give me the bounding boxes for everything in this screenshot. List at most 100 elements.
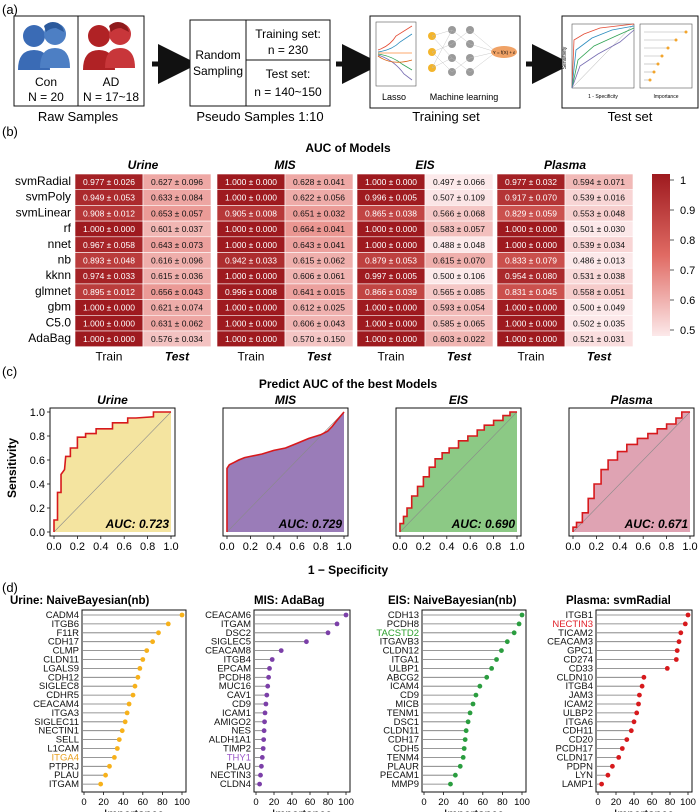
importance-feature-label: ITGB6 [52, 619, 79, 630]
heatmap-cell-value: 1.000 ± 0.000 [365, 303, 417, 313]
heatmap-legend: 1 0.9 0.8 0.7 0.6 0.5 [652, 174, 695, 337]
importance-point [457, 763, 463, 769]
importance-point [637, 692, 642, 698]
importance-point [641, 674, 647, 680]
importance-feature-label: CLDN10 [557, 672, 593, 683]
importance-point [610, 763, 615, 769]
importance-xtick-label: 0 [253, 797, 258, 808]
roc-xtick-label: 0.8 [486, 541, 501, 553]
heatmap-cell-value: 0.593 ± 0.054 [433, 303, 485, 313]
heatmap-cell-value: 1.000 ± 0.000 [225, 334, 277, 344]
importance-xlabel: Importance [614, 807, 674, 812]
roc-ylabel: Sensitivity [5, 438, 19, 498]
roc-curve [399, 411, 517, 532]
importance-xtick-label: 20 [269, 797, 280, 808]
lasso-plot-icon [375, 21, 417, 87]
heatmap-title: AUC of Models [305, 141, 391, 155]
heatmap-cell-value: 0.566 ± 0.068 [433, 208, 485, 218]
roc-xtick-label: 0.0 [46, 541, 61, 553]
legend-tick-label: 0.7 [680, 265, 695, 277]
roc-xtick-label: 0.8 [313, 541, 328, 553]
heatmap-cell-value: 0.895 ± 0.012 [83, 287, 135, 297]
roc-xtick-label: 0.0 [219, 541, 234, 553]
heatmap-cell-value: 0.967 ± 0.058 [83, 240, 135, 250]
legend-tick-label: 1 [680, 175, 686, 187]
importance-xtick-label: 80 [157, 797, 168, 808]
importance-feature-label: PCDH8 [219, 672, 251, 683]
importance-feature-label: CLMP [53, 646, 79, 657]
importance-xtick-label: 60 [478, 797, 489, 808]
roc-auc: AUC: 0.671 [624, 517, 689, 531]
train-line1: Training set: [255, 27, 321, 41]
importance-feature-label: SIGLEC8 [39, 681, 79, 692]
importance-xtick-label: 40 [118, 797, 129, 808]
importance-feature-label: ICAM2 [564, 699, 593, 710]
importance-point [261, 737, 267, 742]
importance-point [269, 657, 275, 662]
heatmap-cell-value: 0.653 ± 0.057 [151, 208, 203, 218]
heatmap-cell [142, 330, 212, 347]
heatmap-cell-value: 0.615 ± 0.070 [433, 256, 485, 266]
importance-feature-label: CEACAM3 [547, 637, 593, 648]
importance-feature-label: PLAU [54, 770, 79, 781]
heatmap-row-label: svmRadial [15, 174, 71, 188]
importance-point [494, 657, 499, 662]
heatmap-cell [564, 330, 634, 347]
roc-xtick-label: 1.0 [509, 541, 524, 553]
importance-feature-label: MUC16 [219, 681, 251, 692]
importance-feature-label: ABCG2 [387, 672, 419, 683]
heatmap-cell-value: 0.641 ± 0.015 [293, 287, 345, 297]
roc-xtick-label: 1.0 [336, 541, 351, 553]
legend-tick-label: 0.8 [680, 235, 695, 247]
heatmap-cell-value: 1.000 ± 0.000 [225, 240, 277, 250]
formula: Y = f(X) + ε [493, 50, 515, 55]
importance-plot-frame [81, 609, 187, 793]
importance-feature-label: ITGB4 [224, 655, 251, 666]
heatmap-cell [424, 330, 494, 347]
importance-point [257, 781, 262, 787]
heatmap-cell-value: 1.000 ± 0.000 [225, 193, 277, 203]
importance-point [628, 728, 634, 734]
roc-plots: Urine AUC: 0.723 0.0 0.2 0.4 0.6 0.8 1.0 0.0 0.2 0… [30, 393, 698, 553]
mini-roc-ylabel: Sensitivity [562, 46, 568, 69]
importance-point [631, 719, 637, 725]
importance-point [636, 701, 641, 707]
importance-point [258, 772, 263, 778]
heatmap-col-train: Train [518, 350, 545, 364]
heatmap-cell-value: 0.497 ± 0.066 [433, 177, 485, 187]
importance-feature-label: PECAM1 [380, 770, 419, 781]
importance-feature-label: ITGA3 [52, 708, 79, 719]
importance-xtick-label: 20 [438, 797, 449, 808]
importance-point [462, 737, 468, 742]
importance-feature-label: ITGA6 [566, 717, 593, 728]
importance-point [499, 648, 504, 653]
importance-point [179, 612, 185, 618]
importance-feature-label: SIGLEC5 [211, 637, 251, 648]
importance-feature-label: TENM4 [387, 752, 419, 763]
importance-plot-title: Urine: NaiveBayesian(nb) [10, 595, 149, 607]
con-label: Con [35, 75, 57, 89]
importance-point [265, 683, 271, 689]
importance-feature-label: F11R [56, 628, 79, 639]
roc-ytick-label: 0.8 [30, 431, 45, 443]
train-line2: n = 230 [268, 43, 309, 57]
heatmap-cell-value: 0.501 ± 0.030 [573, 224, 625, 234]
importance-feature-label: SELL [56, 735, 79, 746]
roc-xtick-label: 1.0 [682, 541, 697, 553]
heatmap-cell-value: 0.570 ± 0.150 [293, 334, 345, 344]
importance-feature-label: ICAM4 [390, 681, 419, 692]
importance-point [140, 657, 146, 662]
random-line2: Sampling [193, 64, 243, 78]
importance-point [267, 666, 272, 671]
roc-auc: AUC: 0.723 [105, 517, 170, 531]
heatmap-cell-value: 1.000 ± 0.000 [83, 334, 135, 344]
roc-title: Predict AUC of the best Models [259, 377, 438, 391]
importance-point [639, 683, 645, 689]
people-icon-con [18, 22, 70, 70]
heatmap-cell-value: 0.905 ± 0.008 [225, 208, 277, 218]
heatmap-row-label: kknn [46, 268, 71, 282]
importance-plot-title: EIS: NaiveBayesian(nb) [388, 595, 517, 607]
importance-point [107, 763, 112, 769]
roc-ytick-label: 0.2 [30, 503, 45, 515]
importance-point [114, 746, 120, 751]
